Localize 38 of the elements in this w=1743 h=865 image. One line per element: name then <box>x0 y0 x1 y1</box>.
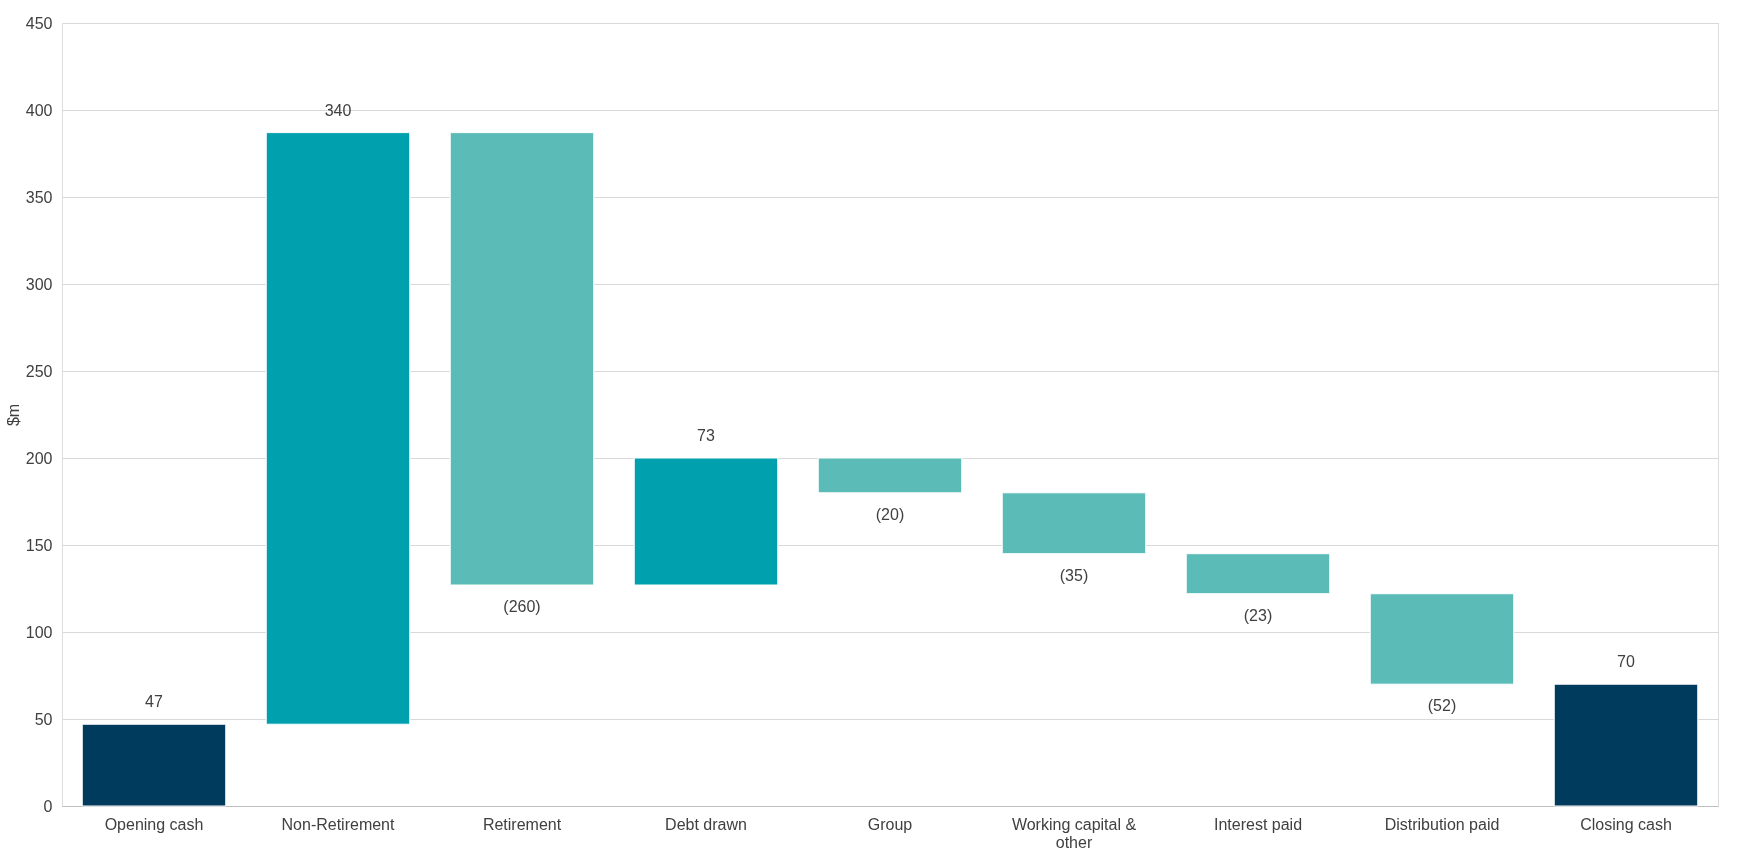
x-tick-label: Debt drawn <box>665 815 747 833</box>
y-tick-label: 200 <box>25 449 53 467</box>
y-tick-label: 300 <box>25 275 53 293</box>
x-tick-label: Closing cash <box>1580 815 1672 833</box>
x-tick-label: Distribution paid <box>1384 815 1500 833</box>
bar <box>817 457 963 494</box>
data-label: (23) <box>1243 606 1273 624</box>
x-tick-label: Group <box>867 815 913 833</box>
bar <box>1553 683 1699 807</box>
x-tick-label: Working capital & other <box>1011 815 1137 851</box>
data-label: 340 <box>324 101 352 119</box>
data-label: 47 <box>145 693 163 711</box>
x-tick-label: Non-Retirement <box>281 815 396 833</box>
bar <box>81 723 227 807</box>
bar <box>1001 492 1147 555</box>
x-tick-label: Opening cash <box>104 815 204 833</box>
y-tick-label: 100 <box>25 623 53 641</box>
data-label: (52) <box>1427 697 1457 715</box>
y-tick-label: 50 <box>34 710 53 728</box>
bar <box>265 132 411 725</box>
y-tick-label: 400 <box>25 101 53 119</box>
bar <box>633 457 779 586</box>
data-label: 70 <box>1617 653 1635 671</box>
y-tick-label: 250 <box>25 362 53 380</box>
data-label: (20) <box>875 505 905 523</box>
x-tick-label: Retirement <box>482 815 562 833</box>
data-label: (260) <box>503 598 541 616</box>
y-tick-label: 350 <box>25 188 53 206</box>
bar <box>1185 553 1331 595</box>
bar <box>449 132 595 586</box>
data-label: 73 <box>697 427 715 444</box>
y-tick-label: 150 <box>25 536 53 554</box>
y-tick-label: 0 <box>43 797 53 815</box>
data-label: (35) <box>1059 566 1089 584</box>
x-tick-label: Interest paid <box>1213 815 1303 833</box>
y-axis-title: $m <box>4 403 22 427</box>
bar <box>1369 593 1515 685</box>
y-tick-label: 450 <box>25 14 53 32</box>
